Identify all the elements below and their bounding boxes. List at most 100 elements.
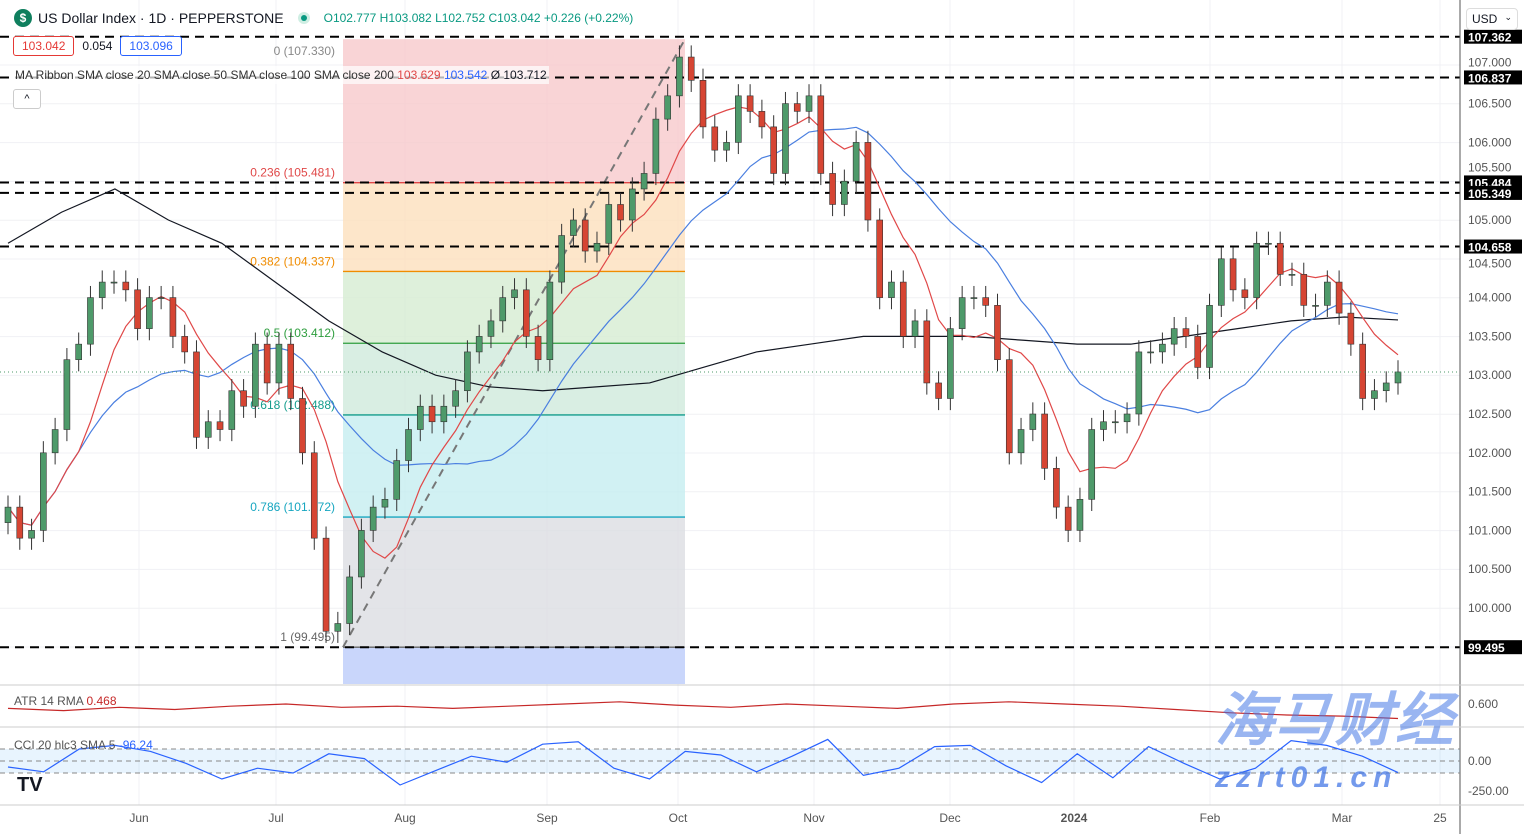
candle (381, 499, 389, 508)
price-tick: 105.500 (1468, 160, 1512, 174)
sell-button[interactable]: 103.042 (13, 36, 75, 56)
watermark: 海马财经 (1215, 688, 1456, 753)
candle (193, 351, 200, 438)
candle (393, 460, 401, 500)
candle (1206, 305, 1213, 368)
close-value: C103.042 (488, 11, 541, 25)
ma-ribbon-legend[interactable]: MA Ribbon SMA close 20 SMA close 50 SMA … (13, 66, 549, 84)
candle (841, 180, 848, 205)
candle (1005, 359, 1013, 454)
candle (275, 343, 283, 384)
price-label-bg (1464, 70, 1522, 85)
candle (1276, 242, 1284, 275)
fib-zone (343, 39, 685, 183)
symbol-title[interactable]: US Dollar Index · 1D · PEPPERSTONE (38, 10, 284, 26)
price-label-bg (1464, 239, 1522, 254)
candle (735, 95, 742, 143)
candle (110, 281, 118, 284)
price-label-bg (1464, 185, 1522, 200)
price-tick: 106.500 (1468, 97, 1512, 111)
price-tick: 104.500 (1468, 257, 1512, 271)
candle (322, 537, 330, 632)
price-tick: 106.000 (1468, 135, 1512, 149)
time-tick: Mar (1332, 811, 1353, 825)
price-label-bg (1464, 29, 1522, 44)
candle (181, 336, 188, 353)
candle (1170, 328, 1178, 345)
price-level-label: 107.362 (1468, 31, 1512, 45)
currency-select[interactable]: USD ⌄ (1466, 8, 1518, 30)
candle (746, 95, 754, 112)
atr-legend[interactable]: ATR 14 RMA 0.468 (14, 694, 117, 708)
candle (923, 320, 931, 384)
fib-level-label: 1 (99.495) (280, 630, 335, 644)
cci-tick: -250.00 (1468, 784, 1509, 798)
candle (487, 320, 495, 337)
candle (1159, 343, 1166, 353)
candle (63, 359, 71, 430)
high-value: H103.082 (379, 11, 432, 25)
candle (605, 204, 613, 244)
candle (169, 297, 177, 337)
buy-button[interactable]: 103.096 (120, 36, 182, 56)
price-tick: 102.000 (1468, 446, 1512, 460)
candle (1194, 336, 1202, 368)
price-tick: 107.000 (1468, 55, 1512, 69)
candle (805, 95, 813, 112)
candle (899, 281, 907, 337)
price-label-bg (1464, 640, 1522, 655)
candle (629, 188, 636, 221)
fib-level-label: 0.236 (105.481) (250, 166, 335, 180)
price-tick: 101.000 (1468, 523, 1512, 537)
time-tick: Jun (129, 811, 148, 825)
candle (1253, 242, 1260, 298)
atr-label: ATR 14 RMA (14, 694, 84, 708)
candle (523, 289, 530, 337)
candle (723, 142, 730, 151)
candle (28, 530, 35, 539)
price-level-label: 104.658 (1468, 241, 1512, 255)
collapse-legend-button[interactable]: ^ (13, 89, 41, 109)
price-tick: 100.500 (1468, 562, 1512, 576)
candle (98, 281, 106, 298)
candle (1347, 312, 1355, 345)
candle (888, 281, 895, 298)
candle (16, 506, 24, 539)
candle (876, 219, 883, 298)
atr-tick: 0.600 (1468, 697, 1498, 711)
candle (593, 242, 601, 252)
candle (1147, 351, 1154, 354)
candle (310, 452, 318, 539)
fib-level-label: 0.786 (101.172) (250, 500, 335, 514)
candle (687, 56, 695, 81)
fib-level-label: 0.5 (103.412) (264, 326, 335, 340)
candle (475, 336, 483, 353)
candle (652, 118, 660, 174)
candle (1111, 421, 1119, 424)
price-tick: 100.000 (1468, 601, 1512, 615)
candle (1359, 343, 1366, 399)
candle (664, 95, 671, 120)
sma50-value: 103.542 (443, 68, 488, 82)
candle (947, 328, 954, 399)
spread: 0.054 (82, 39, 113, 53)
price-level-label: 99.495 (1468, 641, 1505, 655)
cci-value: -96.24 (118, 738, 153, 752)
candle (263, 343, 271, 384)
candle (299, 398, 306, 454)
sma50-line (7, 126, 1399, 526)
sma20-line (7, 106, 1399, 559)
candle (534, 336, 542, 360)
price-tick: 103.000 (1468, 368, 1512, 382)
candle (1382, 382, 1390, 392)
candle (405, 429, 412, 461)
cci-legend[interactable]: CCI 20 hlc3 SMA 5 -96.24 (14, 738, 153, 752)
fib-zone (343, 182, 685, 272)
candle (157, 297, 165, 299)
candle (40, 452, 47, 531)
candle (770, 126, 777, 174)
candle (758, 111, 766, 128)
candle (1218, 258, 1225, 306)
candle (416, 405, 424, 430)
